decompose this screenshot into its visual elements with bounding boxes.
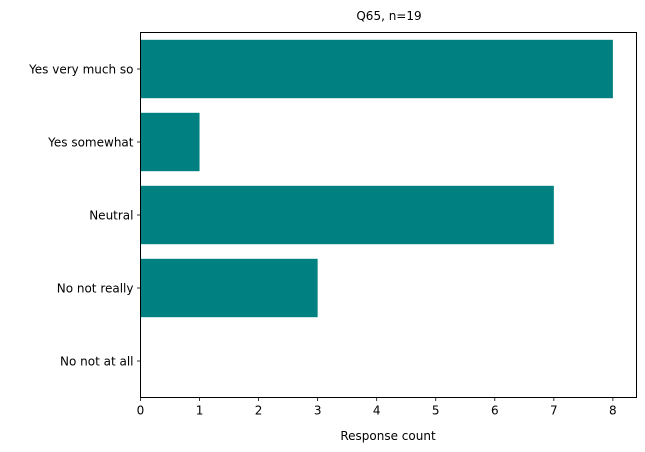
bar-no-not-really <box>140 258 318 318</box>
y-axis-ticks: Yes very much so Yes somewhat Neutral No no… <box>28 63 141 369</box>
x-tick-label: 8 <box>609 404 617 418</box>
plot-frame <box>140 32 637 398</box>
x-tick-label: 1 <box>196 404 204 418</box>
bar-neutral <box>140 185 554 245</box>
y-tick-label: Yes very much so <box>28 63 133 77</box>
y-tick-label: Neutral <box>89 209 133 223</box>
x-tick-label: 2 <box>255 404 263 418</box>
x-tick-label: 4 <box>373 404 381 418</box>
x-tick-label: 3 <box>314 404 322 418</box>
x-tick-label: 5 <box>432 404 440 418</box>
chart-title: Q65, n=19 <box>356 9 421 23</box>
y-tick-label: No not really <box>57 282 134 296</box>
x-axis-ticks: 0 1 2 3 4 5 6 7 8 <box>137 397 617 418</box>
x-tick-label: 7 <box>550 404 558 418</box>
x-tick-label: 6 <box>491 404 499 418</box>
bars-group <box>140 39 613 318</box>
x-tick-label: 0 <box>137 404 145 418</box>
bar-yes-somewhat <box>140 112 200 172</box>
y-tick-label: No not at all <box>60 355 134 369</box>
bar-yes-very-much-so <box>140 39 613 99</box>
x-axis-label: Response count <box>340 429 436 443</box>
y-tick-label: Yes somewhat <box>47 136 134 150</box>
